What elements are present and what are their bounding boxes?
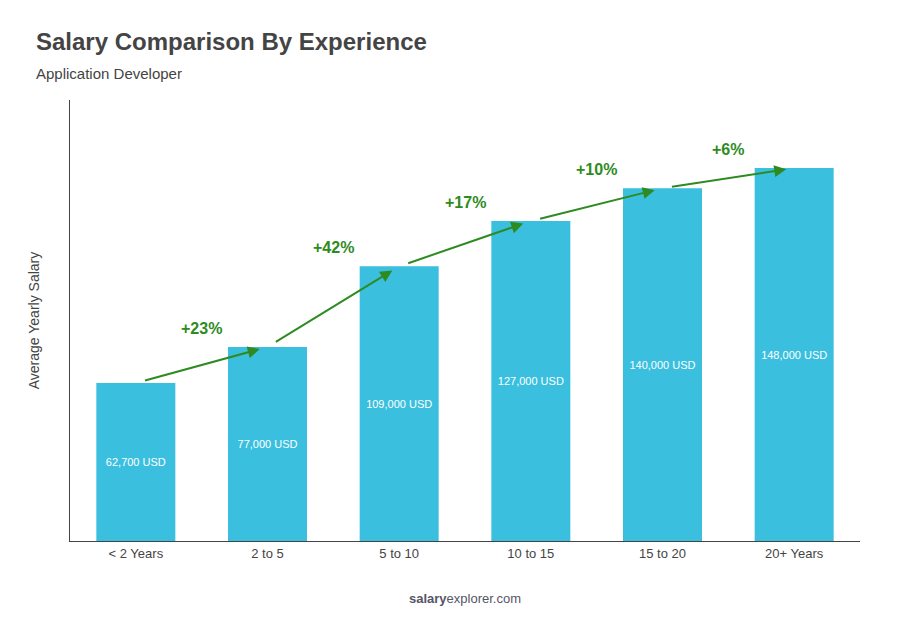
svg-text:Application Developer: Application Developer <box>36 65 182 82</box>
svg-text:15 to 20: 15 to 20 <box>639 546 686 561</box>
svg-text:salaryexplorer.com: salaryexplorer.com <box>409 591 521 606</box>
svg-text:2 to 5: 2 to 5 <box>251 546 284 561</box>
svg-text:+17%: +17% <box>445 194 486 211</box>
svg-text:10 to 15: 10 to 15 <box>507 546 554 561</box>
svg-text:148,000 USD: 148,000 USD <box>761 349 827 361</box>
svg-text:Average Yearly Salary: Average Yearly Salary <box>26 252 42 390</box>
svg-text:5 to 10: 5 to 10 <box>379 546 419 561</box>
svg-text:77,000 USD: 77,000 USD <box>238 438 298 450</box>
svg-text:< 2 Years: < 2 Years <box>109 546 164 561</box>
svg-text:+10%: +10% <box>576 161 617 178</box>
svg-text:+6%: +6% <box>712 141 744 158</box>
svg-text:+42%: +42% <box>313 239 354 256</box>
svg-text:140,000 USD: 140,000 USD <box>629 359 695 371</box>
svg-text:20+ Years: 20+ Years <box>765 546 824 561</box>
svg-text:62,700 USD: 62,700 USD <box>106 456 166 468</box>
svg-text:127,000 USD: 127,000 USD <box>498 375 564 387</box>
svg-text:109,000 USD: 109,000 USD <box>366 398 432 410</box>
svg-text:+23%: +23% <box>181 320 222 337</box>
svg-text:Salary Comparison By Experienc: Salary Comparison By Experience <box>36 28 427 55</box>
